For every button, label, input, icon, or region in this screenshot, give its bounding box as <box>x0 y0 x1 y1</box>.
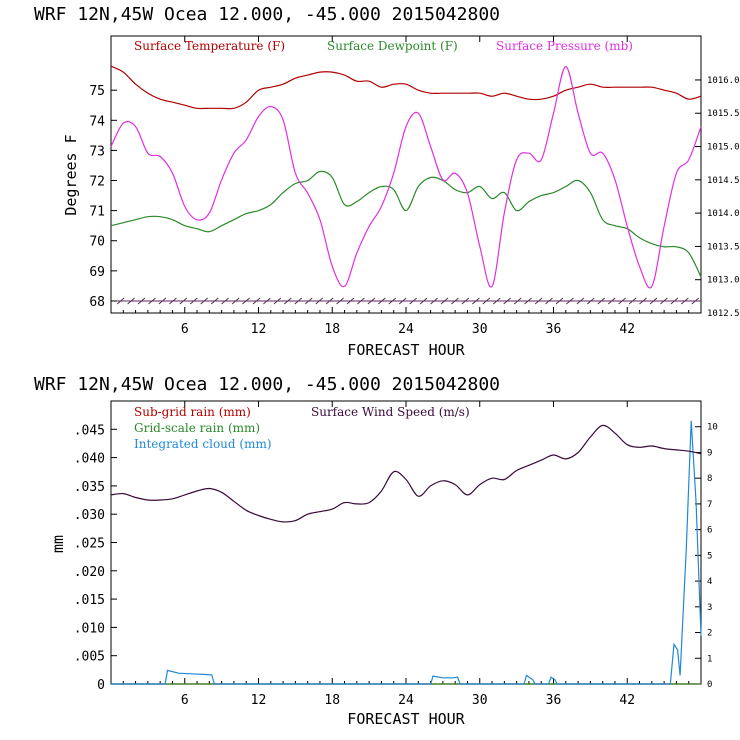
y-tick-label: 69 <box>89 265 105 280</box>
y2-tick-label: 8 <box>707 474 712 484</box>
series-line-2 <box>111 420 702 685</box>
y2-tick-label: 0 <box>707 680 712 690</box>
legend-entry: Surface Pressure (mb) <box>496 39 633 53</box>
series-line-0 <box>110 65 702 110</box>
y2-tick-label: 2 <box>707 629 712 639</box>
y-tick-label: 74 <box>89 114 105 129</box>
y2-tick-label: 1013.5 <box>707 242 740 252</box>
y-tick-label: .010 <box>74 621 105 636</box>
y2-tick-label: 6 <box>707 526 712 536</box>
x-tick-label: 24 <box>398 693 414 708</box>
y-tick-label: 68 <box>89 295 105 310</box>
series-line-3 <box>110 424 702 523</box>
x-tick-label: 24 <box>398 322 414 337</box>
y-tick-label: 72 <box>89 175 105 190</box>
y2-tick-label: 1012.5 <box>707 309 740 319</box>
y-tick-label: 0 <box>97 678 105 693</box>
x-axis-label: FORECAST HOUR <box>347 341 465 359</box>
x-tick-label: 30 <box>472 322 488 337</box>
y-tick-label: .045 <box>74 423 105 438</box>
legend-entry: Integrated cloud (mm) <box>134 437 272 451</box>
legend-entry: Surface Temperature (F) <box>134 39 285 53</box>
y-tick-label: 70 <box>89 235 105 250</box>
chart-title: WRF 12N,45W Ocea 12.000, -45.000 2015042… <box>34 374 500 395</box>
y2-tick-label: 7 <box>707 500 712 510</box>
x-tick-label: 36 <box>546 322 562 337</box>
y2-tick-label: 9 <box>707 448 712 458</box>
y2-tick-label: 1014.5 <box>707 176 740 186</box>
y2-tick-label: 1015.5 <box>707 109 740 119</box>
legend-entry: Surface Dewpoint (F) <box>327 39 458 53</box>
y2-tick-label: 4 <box>707 577 712 587</box>
y-tick-label: .015 <box>74 593 105 608</box>
x-tick-label: 6 <box>181 693 189 708</box>
y2-tick-label: 1015.0 <box>707 143 740 153</box>
y2-tick-label: 10 <box>707 423 718 433</box>
x-tick-label: 18 <box>324 693 340 708</box>
y-tick-label: .005 <box>74 650 105 665</box>
x-tick-label: 12 <box>251 322 267 337</box>
plot-frame <box>110 35 702 314</box>
y-tick-label: .020 <box>74 565 105 580</box>
legend-entry: Surface Wind Speed (m/s) <box>311 405 470 419</box>
y2-tick-label: 1014.0 <box>707 209 740 219</box>
x-tick-label: 18 <box>324 322 340 337</box>
y-tick-label: .030 <box>74 508 105 523</box>
chart-title: WRF 12N,45W Ocea 12.000, -45.000 2015042… <box>34 4 500 25</box>
y2-tick-label: 1013.0 <box>707 276 740 286</box>
x-tick-label: 36 <box>546 693 562 708</box>
y-tick-label: 71 <box>89 205 105 220</box>
y-tick-label: .040 <box>74 452 105 467</box>
y-axis-label: Degrees F <box>62 134 80 215</box>
legend-entry: Sub-grid rain (mm) <box>134 405 251 419</box>
y-tick-label: .035 <box>74 480 105 495</box>
y-tick-label: .025 <box>74 537 105 552</box>
y-tick-label: 75 <box>89 84 105 99</box>
y-axis-label: mm <box>49 535 67 553</box>
y2-tick-label: 3 <box>707 603 712 613</box>
y2-tick-label: 1 <box>707 654 712 664</box>
y2-tick-label: 1016.0 <box>707 76 740 86</box>
y2-tick-label: 5 <box>707 551 712 561</box>
legend-entry: Grid-scale rain (mm) <box>134 421 260 435</box>
series-line-1 <box>110 170 702 278</box>
x-tick-label: 12 <box>251 693 267 708</box>
series-line-2 <box>110 65 702 289</box>
chart-panel-1: WRF 12N,45W Ocea 12.000, -45.000 2015042… <box>34 4 740 359</box>
x-tick-label: 42 <box>619 693 635 708</box>
x-tick-label: 42 <box>619 322 635 337</box>
chart-panel-2: WRF 12N,45W Ocea 12.000, -45.000 2015042… <box>34 374 718 728</box>
y-tick-label: 73 <box>89 144 105 159</box>
x-axis-label: FORECAST HOUR <box>347 710 465 728</box>
x-tick-label: 6 <box>181 322 189 337</box>
x-tick-label: 30 <box>472 693 488 708</box>
